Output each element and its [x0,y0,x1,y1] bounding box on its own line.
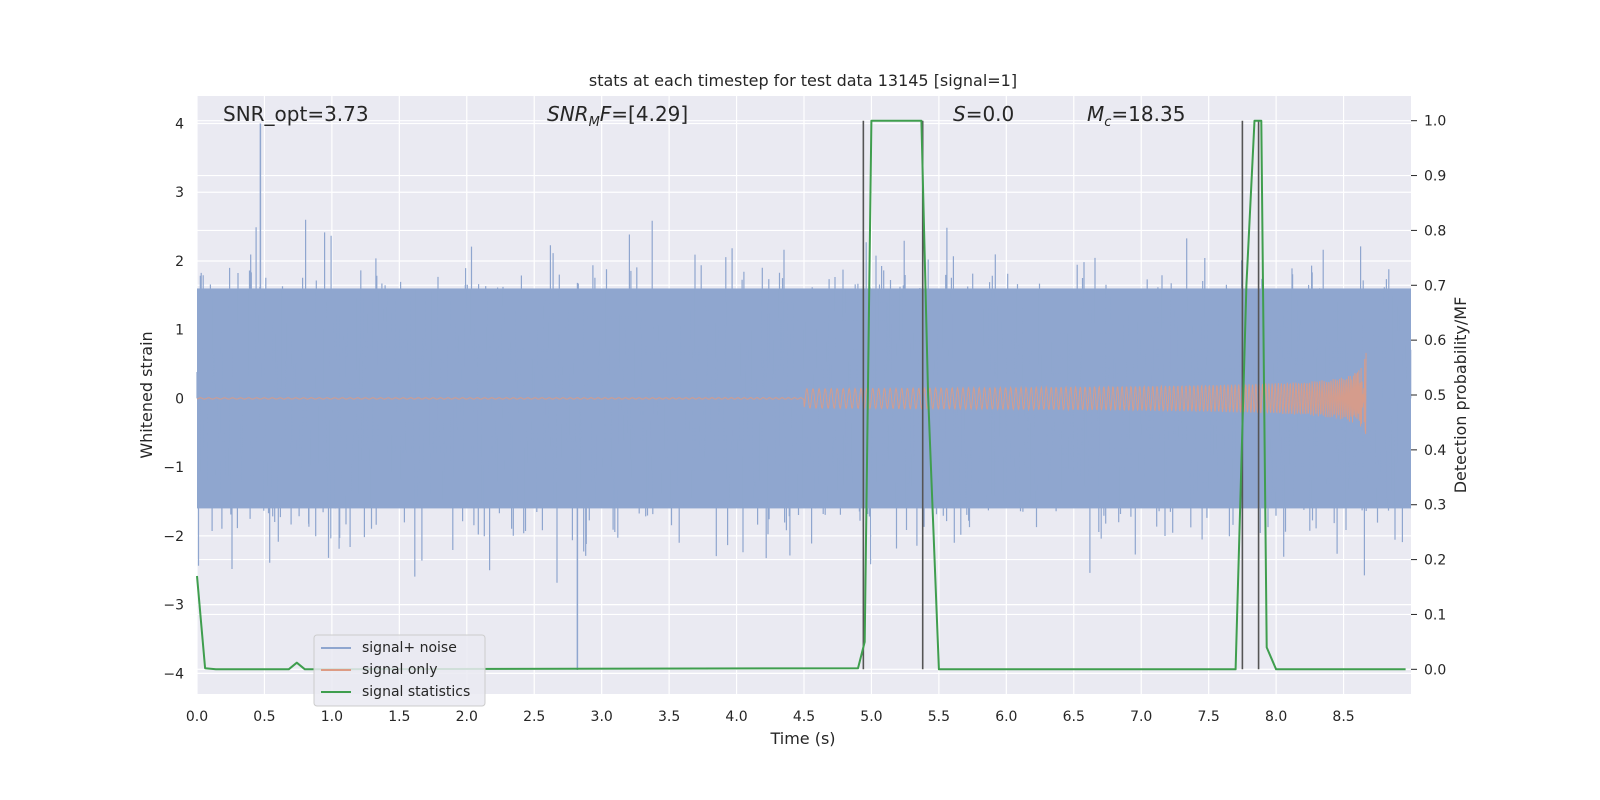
y-tick-label: −4 [163,666,184,682]
x-axis-label: Time (s) [769,729,835,748]
y-tick-label: 0 [175,391,184,407]
annotation-s: S=0.0 [953,102,1014,126]
right-y-axis-label: Detection probability/MF [1451,297,1470,494]
y-tick-label: 3 [175,185,184,201]
y-tick-label: −1 [163,460,184,476]
x-tick-label: 4.5 [793,709,815,725]
x-tick-label: 5.5 [928,709,950,725]
annotation-mc-sub: c [1104,115,1111,130]
y-tick-label: −2 [163,529,184,545]
x-tick-label: 1.0 [321,709,343,725]
y2-tick-label: 0.3 [1424,498,1446,514]
y2-tick-label: 0.8 [1424,223,1446,239]
y-tick-label: 2 [175,254,184,270]
annotation-snr-mf-rest-italic: F [600,102,612,126]
annotation-snr-mf-rest: =[4.29] [611,102,688,126]
right-y-axis-ticks: 0.0 0.1 0.2 0.3 0.4 0.5 0.6 0.7 0.8 0.9 1.0 [1411,114,1446,678]
y-tick-label: 4 [175,116,184,132]
legend-label-signal-noise: signal+ noise [362,640,457,656]
annotation-snr-mf-sub: M [589,115,600,130]
annotation-mc-main: M [1087,102,1104,126]
annotation-s-rest: =0.0 [966,102,1015,126]
statistics-line [196,119,1406,671]
x-tick-label: 2.0 [456,709,478,725]
y2-tick-label: 1.0 [1424,114,1446,130]
chirp-trace [196,352,1367,434]
x-tick-label: 4.0 [725,709,747,725]
x-tick-label: 1.5 [388,709,410,725]
x-tick-label: 0.5 [253,709,275,725]
x-tick-label: 6.5 [1063,709,1085,725]
annotation-mc-rest: =18.35 [1111,102,1185,126]
x-tick-label: 3.5 [658,709,680,725]
y-tick-label: 1 [175,323,184,339]
y2-tick-label: 0.0 [1424,662,1446,678]
y2-tick-label: 0.4 [1424,443,1446,459]
noise-trace [196,219,1412,583]
y2-tick-label: 0.7 [1424,278,1446,294]
y2-tick-label: 0.1 [1424,607,1446,623]
y-axis-ticks: −4 −3 −2 −1 0 1 2 3 4 [163,116,184,682]
x-tick-label: 8.5 [1332,709,1354,725]
x-tick-label: 2.5 [523,709,545,725]
y-axis-label: Whitened strain [137,331,156,458]
annotation-snr-mf-main: SNR [547,102,589,126]
y2-tick-label: 0.9 [1424,169,1446,185]
x-axis-ticks: 0.0 0.5 1.0 1.5 2.0 2.5 3.0 3.5 4.0 4.5 5.0 5.5 6.0 6… [186,709,1355,725]
annotation-snr-opt: SNR_opt=3.73 [223,102,369,126]
annotation-mc: Mc=18.35 [1087,102,1185,130]
legend: signal+ noise signal only signal statist… [313,634,486,707]
x-tick-label: 3.0 [591,709,613,725]
legend-label-signal-only: signal only [362,662,437,678]
x-tick-label: 0.0 [186,709,208,725]
x-tick-label: 6.0 [995,709,1017,725]
x-tick-label: 8.0 [1265,709,1287,725]
x-tick-label: 7.5 [1198,709,1220,725]
y2-tick-label: 0.5 [1424,388,1446,404]
y2-tick-label: 0.2 [1424,553,1446,569]
chart-title: stats at each timestep for test data 131… [589,71,1017,90]
series-signal-statistics [196,119,1406,671]
x-tick-label: 5.0 [860,709,882,725]
annotation-snr-mf: SNRMF=[4.29] [547,102,688,130]
legend-label-signal-statistics: signal statistics [362,684,470,700]
y2-tick-label: 0.6 [1424,333,1446,349]
annotation-s-main: S [953,102,966,126]
x-tick-label: 7.0 [1130,709,1152,725]
legend-box [313,634,486,707]
series-signal-only [196,352,1367,434]
y-tick-label: −3 [163,598,184,614]
